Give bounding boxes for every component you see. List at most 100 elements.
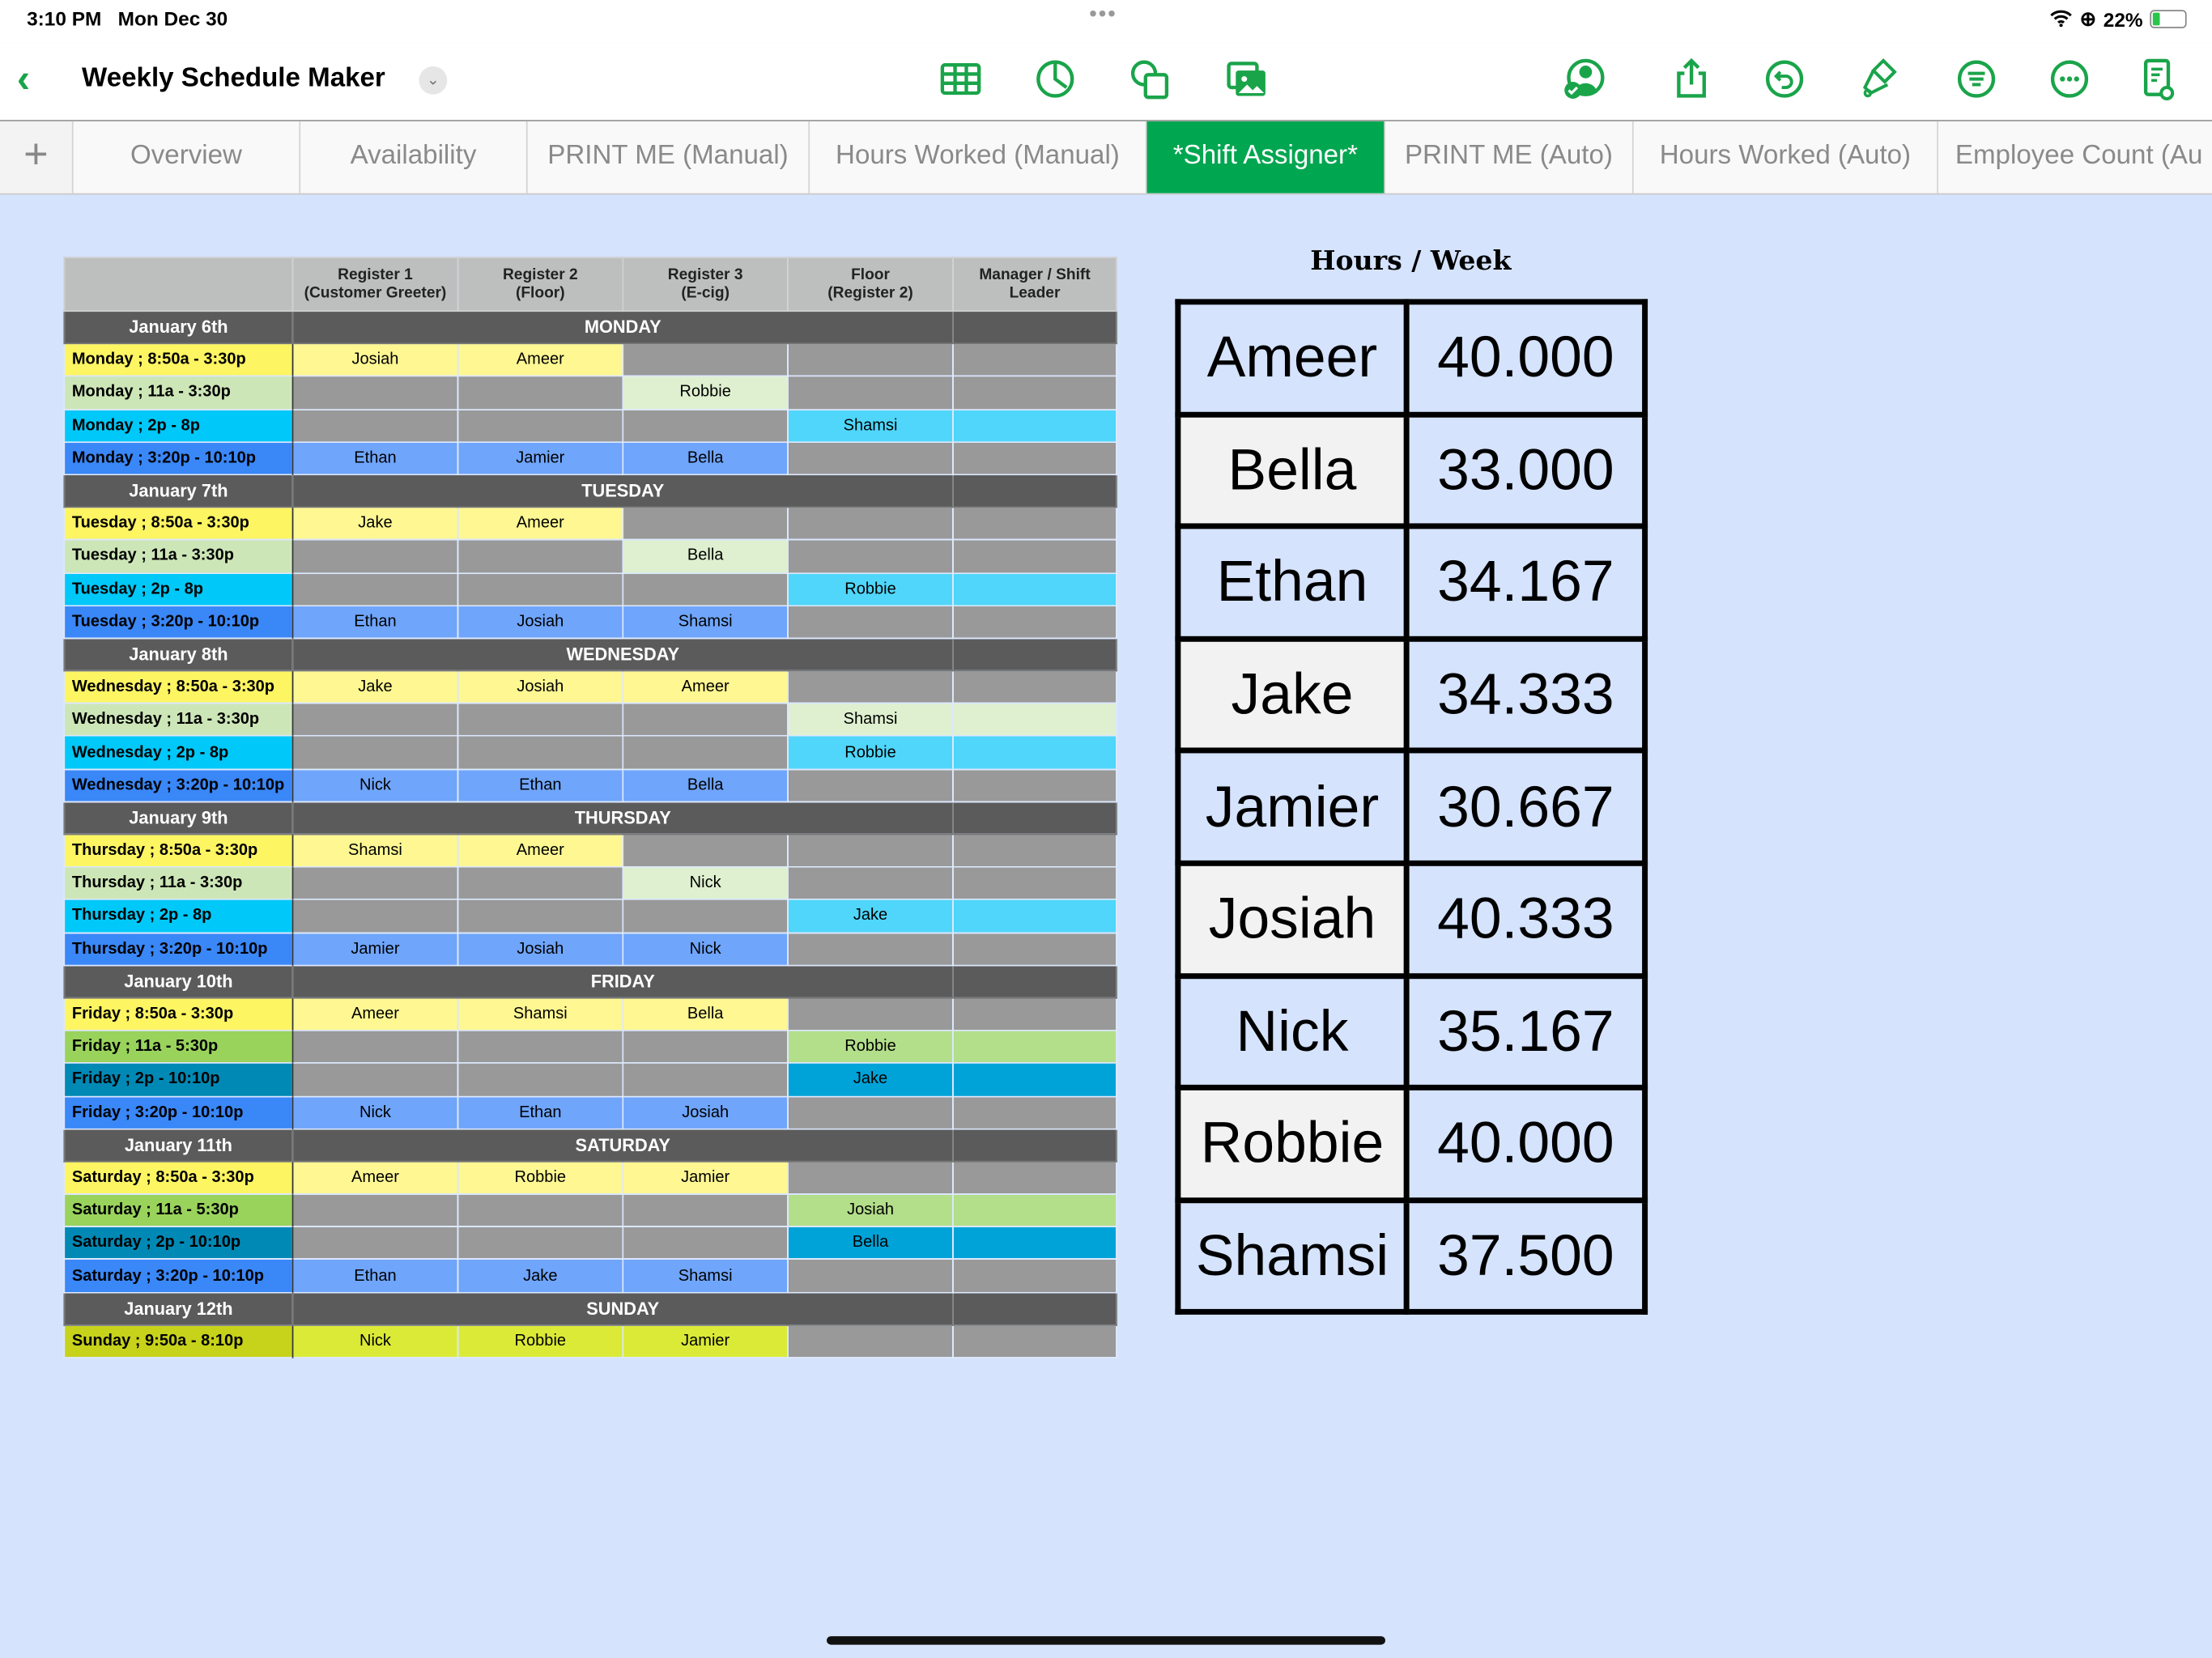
shift-assignment-cell[interactable]: Ameer	[457, 506, 624, 541]
shift-assignment-cell[interactable]	[622, 572, 789, 606]
shift-assignment-cell[interactable]: Nick	[622, 931, 789, 967]
shift-assignment-cell[interactable]	[291, 408, 459, 443]
shift-assignment-cell[interactable]	[787, 1095, 954, 1130]
shift-label[interactable]: Tuesday ; 8:50a - 3:30p	[63, 506, 294, 541]
shift-assignment-cell[interactable]: Ethan	[291, 1258, 459, 1294]
shift-assignment-cell[interactable]: Jake	[457, 1258, 624, 1294]
shift-assignment-cell[interactable]: Jamier	[457, 440, 624, 476]
shift-assignment-cell[interactable]	[457, 899, 624, 933]
day-name[interactable]: WEDNESDAY	[291, 637, 954, 672]
shift-label[interactable]: Sunday ; 9:50a - 8:10p	[63, 1324, 294, 1358]
shift-assignment-cell[interactable]	[291, 1193, 459, 1228]
column-header[interactable]: Manager / Shift Leader	[952, 257, 1117, 312]
shift-assignment-cell[interactable]: Ethan	[291, 440, 459, 476]
day-date[interactable]: January 10th	[63, 964, 294, 999]
home-indicator[interactable]	[827, 1636, 1385, 1645]
shift-assignment-cell[interactable]	[457, 703, 624, 738]
format-brush-icon[interactable]	[1857, 57, 1902, 102]
shift-assignment-cell[interactable]	[622, 899, 789, 933]
day-header-blank-cell[interactable]	[952, 310, 1117, 345]
shift-label[interactable]: Friday ; 3:20p - 10:10p	[63, 1095, 294, 1130]
shift-assignment-cell[interactable]	[952, 1030, 1117, 1065]
shift-label[interactable]: Friday ; 8:50a - 3:30p	[63, 997, 294, 1031]
tab-overview[interactable]: Overview	[74, 121, 301, 193]
shift-assignment-cell[interactable]	[457, 572, 624, 606]
shift-assignment-cell[interactable]: Ameer	[622, 670, 789, 704]
employee-hours[interactable]: 34.167	[1403, 523, 1648, 642]
shift-assignment-cell[interactable]: Robbie	[622, 376, 789, 410]
shift-assignment-cell[interactable]	[291, 1030, 459, 1065]
shift-label[interactable]: Thursday ; 8:50a - 3:30p	[63, 833, 294, 868]
shift-label[interactable]: Wednesday ; 2p - 8p	[63, 735, 294, 770]
shift-assignment-cell[interactable]: Robbie	[457, 1324, 624, 1358]
shift-assignment-cell[interactable]: Josiah	[457, 604, 624, 640]
shift-assignment-cell[interactable]	[952, 572, 1117, 606]
shift-label[interactable]: Thursday ; 3:20p - 10:10p	[63, 931, 294, 967]
shift-assignment-cell[interactable]	[457, 539, 624, 574]
shift-assignment-cell[interactable]: Shamsi	[787, 703, 954, 738]
shift-assignment-cell[interactable]: Ameer	[291, 997, 459, 1031]
shift-assignment-cell[interactable]	[787, 1160, 954, 1195]
column-header[interactable]	[63, 257, 294, 312]
shift-label[interactable]: Tuesday ; 3:20p - 10:10p	[63, 604, 294, 640]
shift-assignment-cell[interactable]: Bella	[622, 997, 789, 1031]
shift-assignment-cell[interactable]: Jake	[787, 899, 954, 933]
shift-assignment-cell[interactable]: Ameer	[457, 342, 624, 377]
shift-label[interactable]: Friday ; 11a - 5:30p	[63, 1030, 294, 1065]
employee-hours[interactable]: 37.500	[1403, 1197, 1648, 1316]
column-header[interactable]: Register 1 (Customer Greeter)	[291, 257, 459, 312]
shift-assignment-cell[interactable]: Bella	[622, 440, 789, 476]
shift-label[interactable]: Saturday ; 3:20p - 10:10p	[63, 1258, 294, 1294]
shift-assignment-cell[interactable]	[457, 1062, 624, 1097]
shift-assignment-cell[interactable]	[952, 1095, 1117, 1130]
shift-assignment-cell[interactable]: Nick	[291, 767, 459, 803]
day-header-blank-cell[interactable]	[952, 474, 1117, 508]
employee-name[interactable]: Robbie	[1175, 1085, 1410, 1203]
shift-label[interactable]: Monday ; 2p - 8p	[63, 408, 294, 443]
shift-assignment-cell[interactable]: Ethan	[457, 1095, 624, 1130]
column-header[interactable]: Register 2 (Floor)	[457, 257, 624, 312]
shift-label[interactable]: Saturday ; 2p - 10:10p	[63, 1226, 294, 1261]
shift-assignment-cell[interactable]	[622, 833, 789, 868]
day-name[interactable]: THURSDAY	[291, 801, 954, 835]
shift-assignment-cell[interactable]	[787, 866, 954, 901]
tab-print-me-auto[interactable]: PRINT ME (Auto)	[1385, 121, 1634, 193]
shift-assignment-cell[interactable]: Shamsi	[622, 1258, 789, 1294]
shift-assignment-cell[interactable]	[952, 342, 1117, 377]
shift-assignment-cell[interactable]: Josiah	[291, 342, 459, 377]
title-chevron-down-icon[interactable]: ⌄	[419, 66, 448, 95]
shift-assignment-cell[interactable]: Josiah	[622, 1095, 789, 1130]
shift-assignment-cell[interactable]	[291, 1226, 459, 1261]
shift-label[interactable]: Monday ; 3:20p - 10:10p	[63, 440, 294, 476]
employee-name[interactable]: Bella	[1175, 411, 1410, 529]
shift-assignment-cell[interactable]: Jake	[291, 506, 459, 541]
shift-assignment-cell[interactable]	[787, 997, 954, 1031]
shift-assignment-cell[interactable]	[952, 376, 1117, 410]
employee-name[interactable]: Nick	[1175, 972, 1410, 1091]
employee-name[interactable]: Shamsi	[1175, 1197, 1410, 1316]
shift-label[interactable]: Monday ; 8:50a - 3:30p	[63, 342, 294, 377]
shift-assignment-cell[interactable]	[787, 604, 954, 640]
shift-assignment-cell[interactable]	[952, 539, 1117, 574]
shift-assignment-cell[interactable]	[457, 1193, 624, 1228]
add-sheet-button[interactable]: +	[0, 121, 74, 193]
shift-assignment-cell[interactable]	[952, 1258, 1117, 1294]
shift-assignment-cell[interactable]: Shamsi	[622, 604, 789, 640]
day-header-blank-cell[interactable]	[952, 1291, 1117, 1326]
shift-label[interactable]: Tuesday ; 11a - 3:30p	[63, 539, 294, 574]
day-name[interactable]: TUESDAY	[291, 474, 954, 508]
table-icon[interactable]	[938, 57, 984, 102]
shift-assignment-cell[interactable]	[787, 376, 954, 410]
shift-assignment-cell[interactable]	[787, 833, 954, 868]
shift-assignment-cell[interactable]: Robbie	[787, 572, 954, 606]
shift-assignment-cell[interactable]	[291, 735, 459, 770]
shift-assignment-cell[interactable]	[787, 440, 954, 476]
day-date[interactable]: January 9th	[63, 801, 294, 835]
shift-assignment-cell[interactable]: Robbie	[787, 1030, 954, 1065]
shift-assignment-cell[interactable]: Robbie	[457, 1160, 624, 1195]
shift-assignment-cell[interactable]	[952, 997, 1117, 1031]
shift-label[interactable]: Saturday ; 11a - 5:30p	[63, 1193, 294, 1228]
document-title[interactable]: Weekly Schedule Maker	[82, 63, 385, 93]
employee-name[interactable]: Josiah	[1175, 860, 1410, 979]
shift-assignment-cell[interactable]	[291, 572, 459, 606]
